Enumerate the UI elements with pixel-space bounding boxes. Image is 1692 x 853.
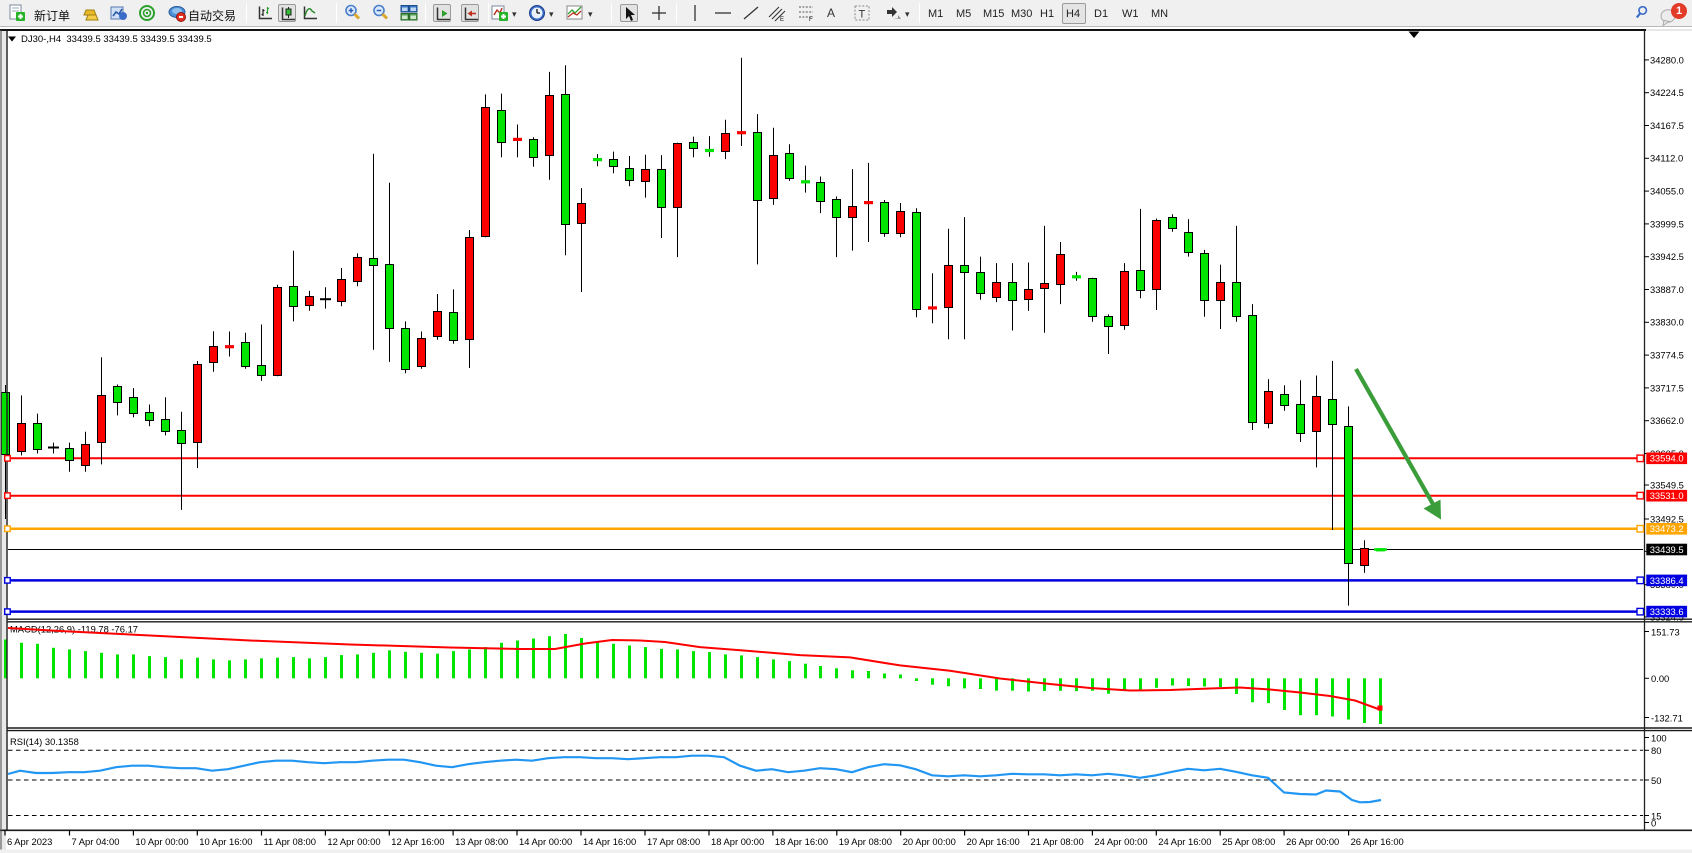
svg-text:F: F xyxy=(809,17,813,22)
svg-text:151.73: 151.73 xyxy=(1651,627,1680,638)
svg-text:33549.5: 33549.5 xyxy=(1650,479,1684,490)
svg-text:34055.0: 34055.0 xyxy=(1650,186,1684,197)
svg-text:33531.0: 33531.0 xyxy=(1650,490,1684,501)
svg-text:33830.0: 33830.0 xyxy=(1650,317,1684,328)
svg-text:12 Apr 16:00: 12 Apr 16:00 xyxy=(391,836,444,847)
svg-text:17 Apr 08:00: 17 Apr 08:00 xyxy=(647,836,700,847)
svg-text:14 Apr 00:00: 14 Apr 00:00 xyxy=(519,836,572,847)
svg-text:-132.71: -132.71 xyxy=(1651,712,1683,723)
svg-text:14 Apr 16:00: 14 Apr 16:00 xyxy=(583,836,636,847)
svg-text:34167.5: 34167.5 xyxy=(1650,120,1684,131)
svg-text:18 Apr 00:00: 18 Apr 00:00 xyxy=(711,836,764,847)
svg-text:33662.0: 33662.0 xyxy=(1650,415,1684,426)
svg-text:33887.0: 33887.0 xyxy=(1650,284,1684,295)
svg-text:0.00: 0.00 xyxy=(1651,673,1669,684)
svg-text:33386.4: 33386.4 xyxy=(1650,575,1684,586)
svg-text:34224.5: 34224.5 xyxy=(1650,87,1684,98)
svg-text:33999.5: 33999.5 xyxy=(1650,218,1684,229)
svg-text:24 Apr 16:00: 24 Apr 16:00 xyxy=(1158,836,1211,847)
svg-text:7 Apr 04:00: 7 Apr 04:00 xyxy=(72,836,120,847)
svg-text:26 Apr 00:00: 26 Apr 00:00 xyxy=(1286,836,1339,847)
svg-text:80: 80 xyxy=(1651,745,1661,756)
svg-text:15: 15 xyxy=(1651,810,1661,821)
svg-text:25 Apr 08:00: 25 Apr 08:00 xyxy=(1222,836,1275,847)
svg-text:33492.5: 33492.5 xyxy=(1650,513,1684,524)
svg-text:0: 0 xyxy=(1651,817,1656,828)
svg-text:DJ30-,H4 33439.5 33439.5 3343: DJ30-,H4 33439.5 33439.5 33439.5 33439.5 xyxy=(21,34,212,45)
svg-text:10 Apr 00:00: 10 Apr 00:00 xyxy=(135,836,188,847)
svg-text:11 Apr 08:00: 11 Apr 08:00 xyxy=(264,836,316,847)
svg-text:33774.5: 33774.5 xyxy=(1650,350,1684,361)
svg-text:33942.5: 33942.5 xyxy=(1650,251,1684,262)
svg-text:10 Apr 16:00: 10 Apr 16:00 xyxy=(199,836,252,847)
svg-text:33439.5: 33439.5 xyxy=(1650,544,1684,555)
svg-text:12 Apr 00:00: 12 Apr 00:00 xyxy=(327,836,380,847)
svg-text:RSI(14) 30.1358: RSI(14) 30.1358 xyxy=(10,736,79,747)
svg-text:33333.6: 33333.6 xyxy=(1650,606,1684,617)
svg-text:33473.2: 33473.2 xyxy=(1650,523,1684,534)
svg-text:21 Apr 08:00: 21 Apr 08:00 xyxy=(1031,836,1084,847)
svg-text:34112.0: 34112.0 xyxy=(1650,153,1683,164)
svg-text:24 Apr 00:00: 24 Apr 00:00 xyxy=(1094,836,1147,847)
svg-text:MACD(12,26,9) -119.78 -76.17: MACD(12,26,9) -119.78 -76.17 xyxy=(10,623,138,634)
svg-text:33717.5: 33717.5 xyxy=(1650,382,1684,393)
svg-text:50: 50 xyxy=(1651,775,1661,786)
svg-text:33594.0: 33594.0 xyxy=(1650,453,1684,464)
svg-text:19 Apr 08:00: 19 Apr 08:00 xyxy=(839,836,892,847)
svg-text:100: 100 xyxy=(1651,732,1667,743)
svg-text:20 Apr 00:00: 20 Apr 00:00 xyxy=(903,836,956,847)
svg-text:E: E xyxy=(780,17,784,22)
svg-text:13 Apr 08:00: 13 Apr 08:00 xyxy=(455,836,508,847)
svg-text:18 Apr 16:00: 18 Apr 16:00 xyxy=(775,836,828,847)
svg-text:T: T xyxy=(859,9,866,21)
svg-text:34280.0: 34280.0 xyxy=(1650,54,1684,65)
svg-text:6 Apr 2023: 6 Apr 2023 xyxy=(7,836,52,847)
svg-text:20 Apr 16:00: 20 Apr 16:00 xyxy=(967,836,1020,847)
svg-text:26 Apr 16:00: 26 Apr 16:00 xyxy=(1351,836,1404,847)
